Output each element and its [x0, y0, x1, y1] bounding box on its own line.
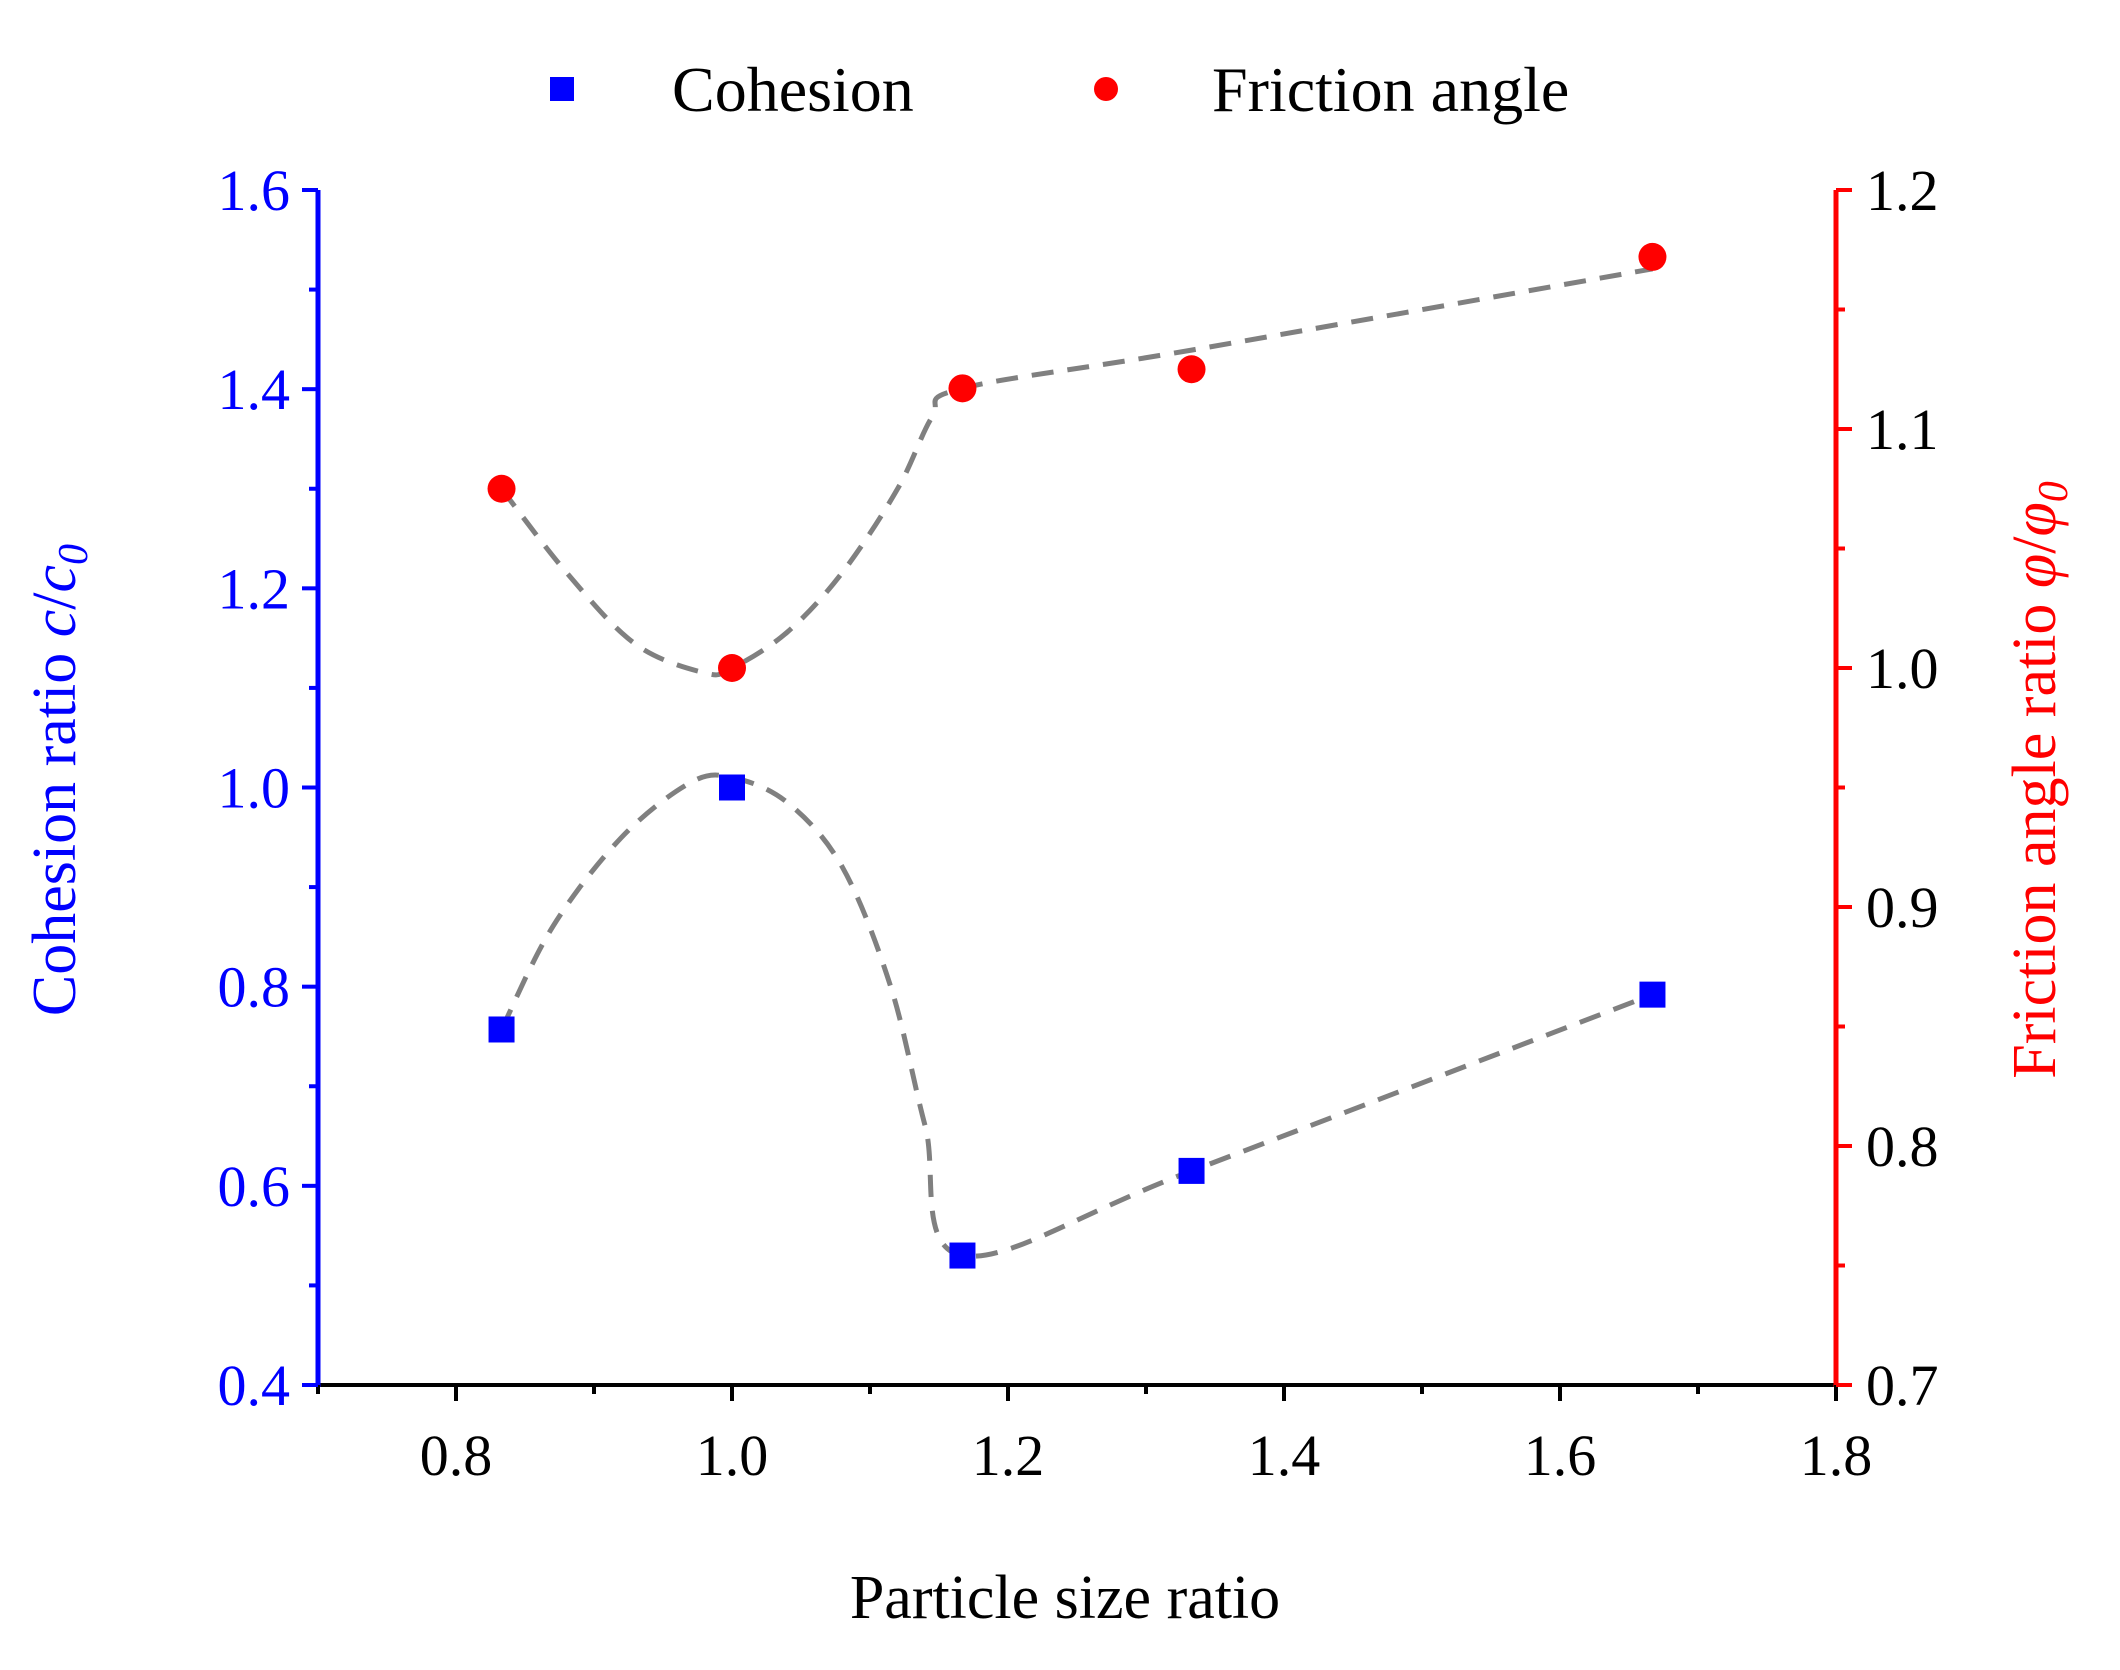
x-tick-label: 1.0	[696, 1423, 769, 1488]
y-right-tick-label: 0.8	[1866, 1114, 1939, 1179]
x-tick-label: 1.8	[1800, 1423, 1873, 1488]
fit-lines	[499, 266, 1654, 1259]
y-right-tick-label: 0.9	[1866, 875, 1939, 940]
y-left-tick-label: 1.4	[218, 357, 291, 422]
fit-line-cohesion	[499, 772, 1654, 1259]
y-right-axis-title: Friction angle ratio φ/φ0	[2001, 481, 2077, 1079]
y-right-tick-label: 1.2	[1866, 158, 1939, 223]
axes: 0.8 1.0 1.2 1.4 1.6 1.8 0.4 0.6 0.8 1.0 1.2 1.4 1.6 0…	[218, 158, 1939, 1488]
y-right-tick-label: 1.0	[1866, 636, 1939, 701]
y-left-tick-label: 1.2	[218, 556, 291, 621]
legend-cohesion-marker	[550, 77, 574, 101]
friction-angle-point	[1177, 355, 1206, 384]
y-right-tick-label: 1.1	[1866, 397, 1939, 462]
y-right-tick-label: 0.7	[1866, 1353, 1939, 1418]
cohesion-point	[488, 1016, 515, 1043]
cohesion-point	[949, 1242, 976, 1269]
cohesion-point	[719, 774, 745, 801]
x-tick-label: 1.6	[1524, 1423, 1597, 1488]
friction-angle-point	[1638, 242, 1667, 271]
x-tick-label: 1.4	[1248, 1423, 1321, 1488]
friction-angle-point	[948, 374, 977, 403]
legend-cohesion-label: Cohesion	[672, 54, 914, 125]
friction-angle-point	[487, 474, 516, 503]
y-left-axis-title: Cohesion ratio c/c0	[21, 544, 97, 1016]
cohesion-point	[1178, 1157, 1205, 1184]
data-points	[487, 242, 1667, 1269]
friction-angle-point	[718, 654, 746, 682]
legend: Cohesion Friction angle	[550, 54, 1569, 125]
cohesion-point	[1639, 981, 1666, 1008]
y-left-tick-label: 0.4	[218, 1353, 291, 1418]
fit-line-friction-angle	[499, 266, 1653, 678]
y-left-tick-label: 0.6	[218, 1154, 291, 1219]
legend-friction-marker	[1094, 77, 1118, 101]
y-left-tick-label: 1.6	[218, 158, 291, 223]
x-tick-label: 0.8	[420, 1423, 493, 1488]
x-axis-title: Particle size ratio	[850, 1564, 1280, 1632]
x-tick-label: 1.2	[972, 1423, 1045, 1488]
legend-friction-label: Friction angle	[1212, 54, 1569, 125]
y-left-tick-label: 1.0	[218, 756, 291, 821]
y-left-tick-label: 0.8	[218, 955, 291, 1020]
